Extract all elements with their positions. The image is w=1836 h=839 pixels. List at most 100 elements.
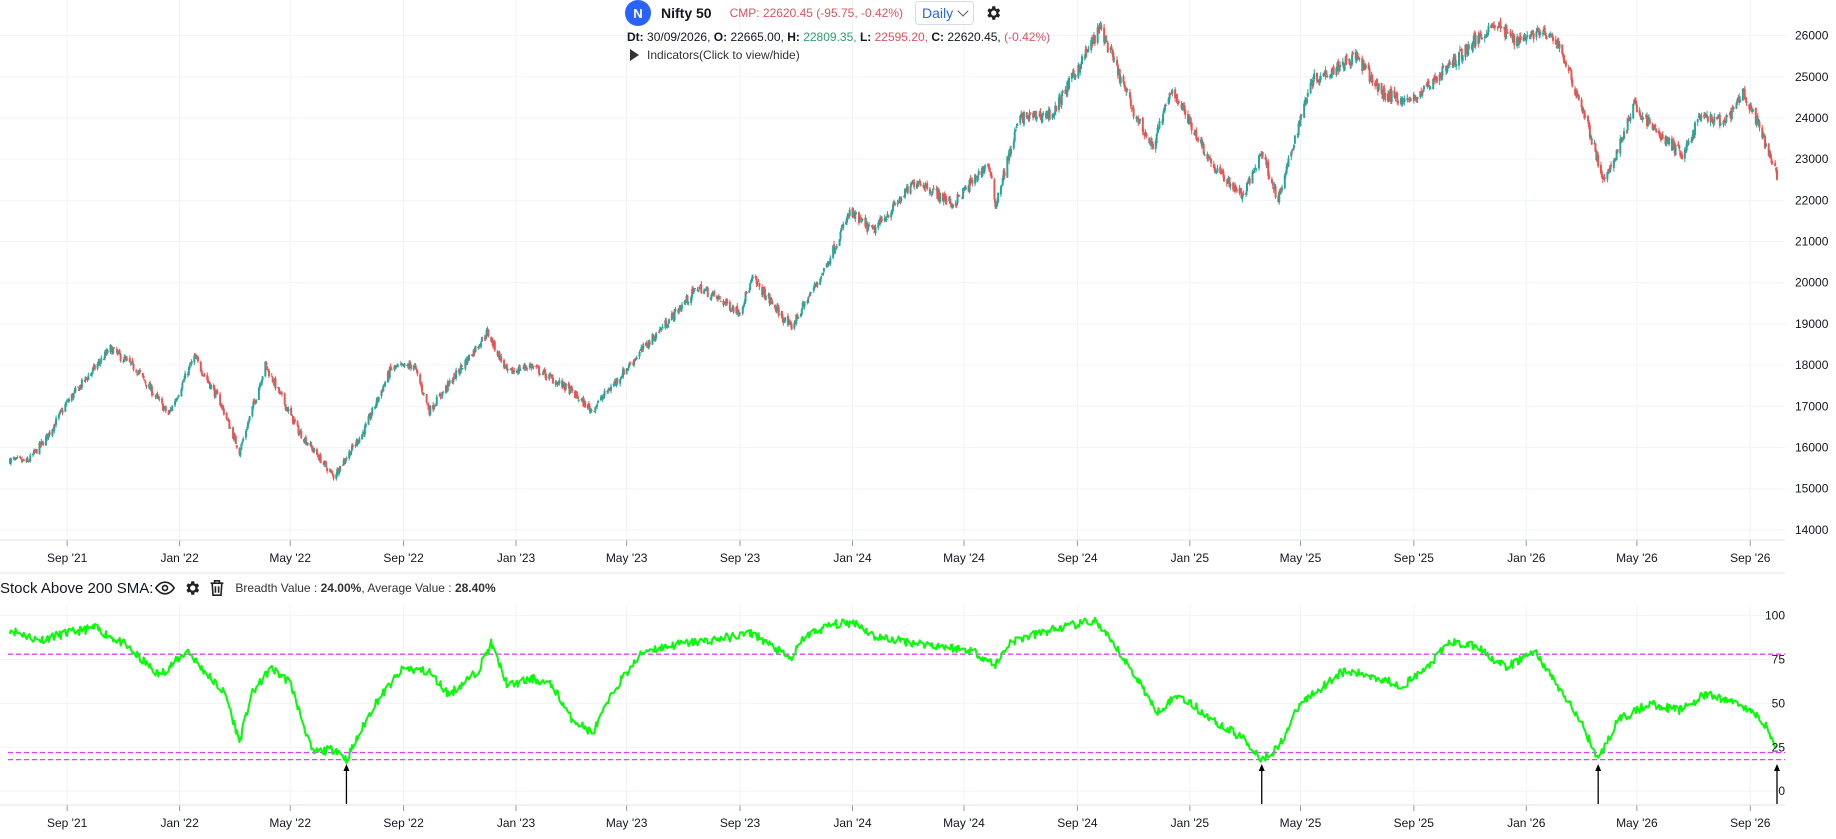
price-candle bbox=[1248, 178, 1251, 184]
price-candle bbox=[787, 321, 790, 326]
price-candle bbox=[789, 321, 792, 325]
price-candle bbox=[1174, 89, 1177, 99]
price-candle bbox=[1080, 56, 1083, 64]
price-candle bbox=[240, 444, 243, 450]
price-candle bbox=[822, 268, 825, 272]
price-x-tick: Sep '26 bbox=[1730, 551, 1771, 565]
price-candle bbox=[1422, 90, 1425, 92]
price-candle bbox=[751, 277, 754, 282]
breadth-grid bbox=[0, 605, 1785, 805]
price-candle bbox=[41, 441, 44, 443]
price-candle bbox=[625, 368, 628, 375]
price-x-axis: Sep '21 Jan '22 May '22 Sep '22 Jan '23 May '… bbox=[0, 539, 1785, 565]
price-candle bbox=[457, 369, 460, 373]
price-candle bbox=[845, 217, 848, 223]
price-candle bbox=[1530, 31, 1533, 35]
price-candle bbox=[106, 350, 109, 354]
price-candle bbox=[251, 406, 254, 416]
price-candle bbox=[1096, 27, 1099, 43]
eye-icon[interactable] bbox=[155, 580, 176, 596]
price-candle bbox=[771, 301, 774, 305]
price-candle bbox=[188, 364, 191, 369]
price-candle bbox=[544, 372, 547, 379]
price-candle bbox=[1335, 68, 1338, 75]
price-candle bbox=[989, 171, 992, 176]
price-candle bbox=[570, 385, 573, 389]
price-x-tick: Sep '22 bbox=[383, 551, 424, 565]
price-candle bbox=[414, 365, 417, 368]
price-candle bbox=[1414, 96, 1417, 99]
price-candle bbox=[384, 382, 387, 387]
price-candle bbox=[257, 387, 260, 401]
price-candle bbox=[1442, 66, 1445, 68]
price-candle bbox=[700, 284, 703, 294]
price-candle bbox=[115, 348, 118, 353]
price-candle bbox=[1683, 149, 1686, 159]
price-candle bbox=[1084, 49, 1087, 58]
price-candle bbox=[429, 405, 432, 415]
breadth-y-tick: 100 bbox=[1765, 609, 1785, 623]
price-y-tick: 14000 bbox=[1795, 523, 1829, 537]
price-candle bbox=[1116, 59, 1119, 66]
price-candle bbox=[1758, 121, 1761, 128]
price-candle bbox=[182, 381, 185, 383]
price-candle bbox=[744, 292, 747, 303]
breadth-x-tick: May '23 bbox=[606, 816, 648, 830]
gear-icon[interactable] bbox=[183, 579, 201, 597]
price-candle bbox=[283, 393, 286, 405]
price-candle bbox=[426, 403, 429, 405]
price-candle bbox=[1300, 114, 1303, 117]
price-candle bbox=[144, 381, 147, 384]
timeframe-select[interactable]: Daily bbox=[915, 1, 975, 25]
price-candle bbox=[284, 404, 287, 410]
price-candle bbox=[1432, 78, 1435, 89]
price-candle bbox=[1428, 86, 1431, 88]
price-candle bbox=[1305, 98, 1308, 104]
price-candle bbox=[1589, 136, 1592, 138]
price-candle bbox=[291, 415, 294, 424]
price-candle bbox=[137, 372, 140, 374]
price-candle bbox=[1672, 140, 1675, 147]
price-candle bbox=[331, 473, 334, 475]
price-candle bbox=[768, 293, 771, 304]
price-candle bbox=[1480, 34, 1483, 37]
price-candle bbox=[440, 397, 443, 399]
price-candle bbox=[671, 312, 674, 314]
price-candle bbox=[659, 327, 662, 330]
price-candle bbox=[248, 416, 251, 421]
chevron-down-icon bbox=[957, 5, 969, 17]
price-candle bbox=[951, 204, 954, 208]
price-candle bbox=[1384, 92, 1387, 101]
price-candle bbox=[279, 391, 282, 394]
price-candle bbox=[730, 309, 733, 311]
price-candle bbox=[1257, 155, 1260, 169]
indicators-toggle[interactable]: Indicators(Click to view/hide) bbox=[630, 48, 800, 62]
price-candle bbox=[1761, 127, 1764, 138]
date-value: 30/09/2026, bbox=[647, 30, 711, 44]
price-candle bbox=[519, 369, 522, 371]
price-candle bbox=[890, 213, 893, 218]
price-candle bbox=[363, 426, 366, 435]
price-candle bbox=[962, 187, 965, 199]
price-candle bbox=[98, 361, 101, 363]
price-candle bbox=[511, 367, 514, 374]
price-candle bbox=[1129, 98, 1132, 107]
price-candle bbox=[1594, 143, 1597, 152]
price-candle bbox=[1066, 81, 1069, 96]
price-candle bbox=[674, 309, 677, 311]
price-candle bbox=[627, 367, 630, 369]
price-candle bbox=[1304, 99, 1307, 106]
gear-icon[interactable] bbox=[984, 4, 1002, 22]
price-candle bbox=[1764, 135, 1767, 149]
price-candle bbox=[265, 362, 268, 366]
open-label: O: bbox=[713, 30, 728, 44]
breadth-y-axis: 0 25 50 75 100 bbox=[1765, 609, 1785, 799]
price-candle bbox=[944, 194, 947, 202]
breadth-x-tick: Jan '26 bbox=[1507, 816, 1546, 830]
price-x-tick: Jan '23 bbox=[497, 551, 536, 565]
trash-icon[interactable] bbox=[209, 579, 225, 597]
price-candle bbox=[310, 444, 313, 447]
price-candle bbox=[1455, 64, 1458, 67]
price-candle bbox=[1136, 116, 1139, 118]
price-candle bbox=[244, 431, 247, 438]
